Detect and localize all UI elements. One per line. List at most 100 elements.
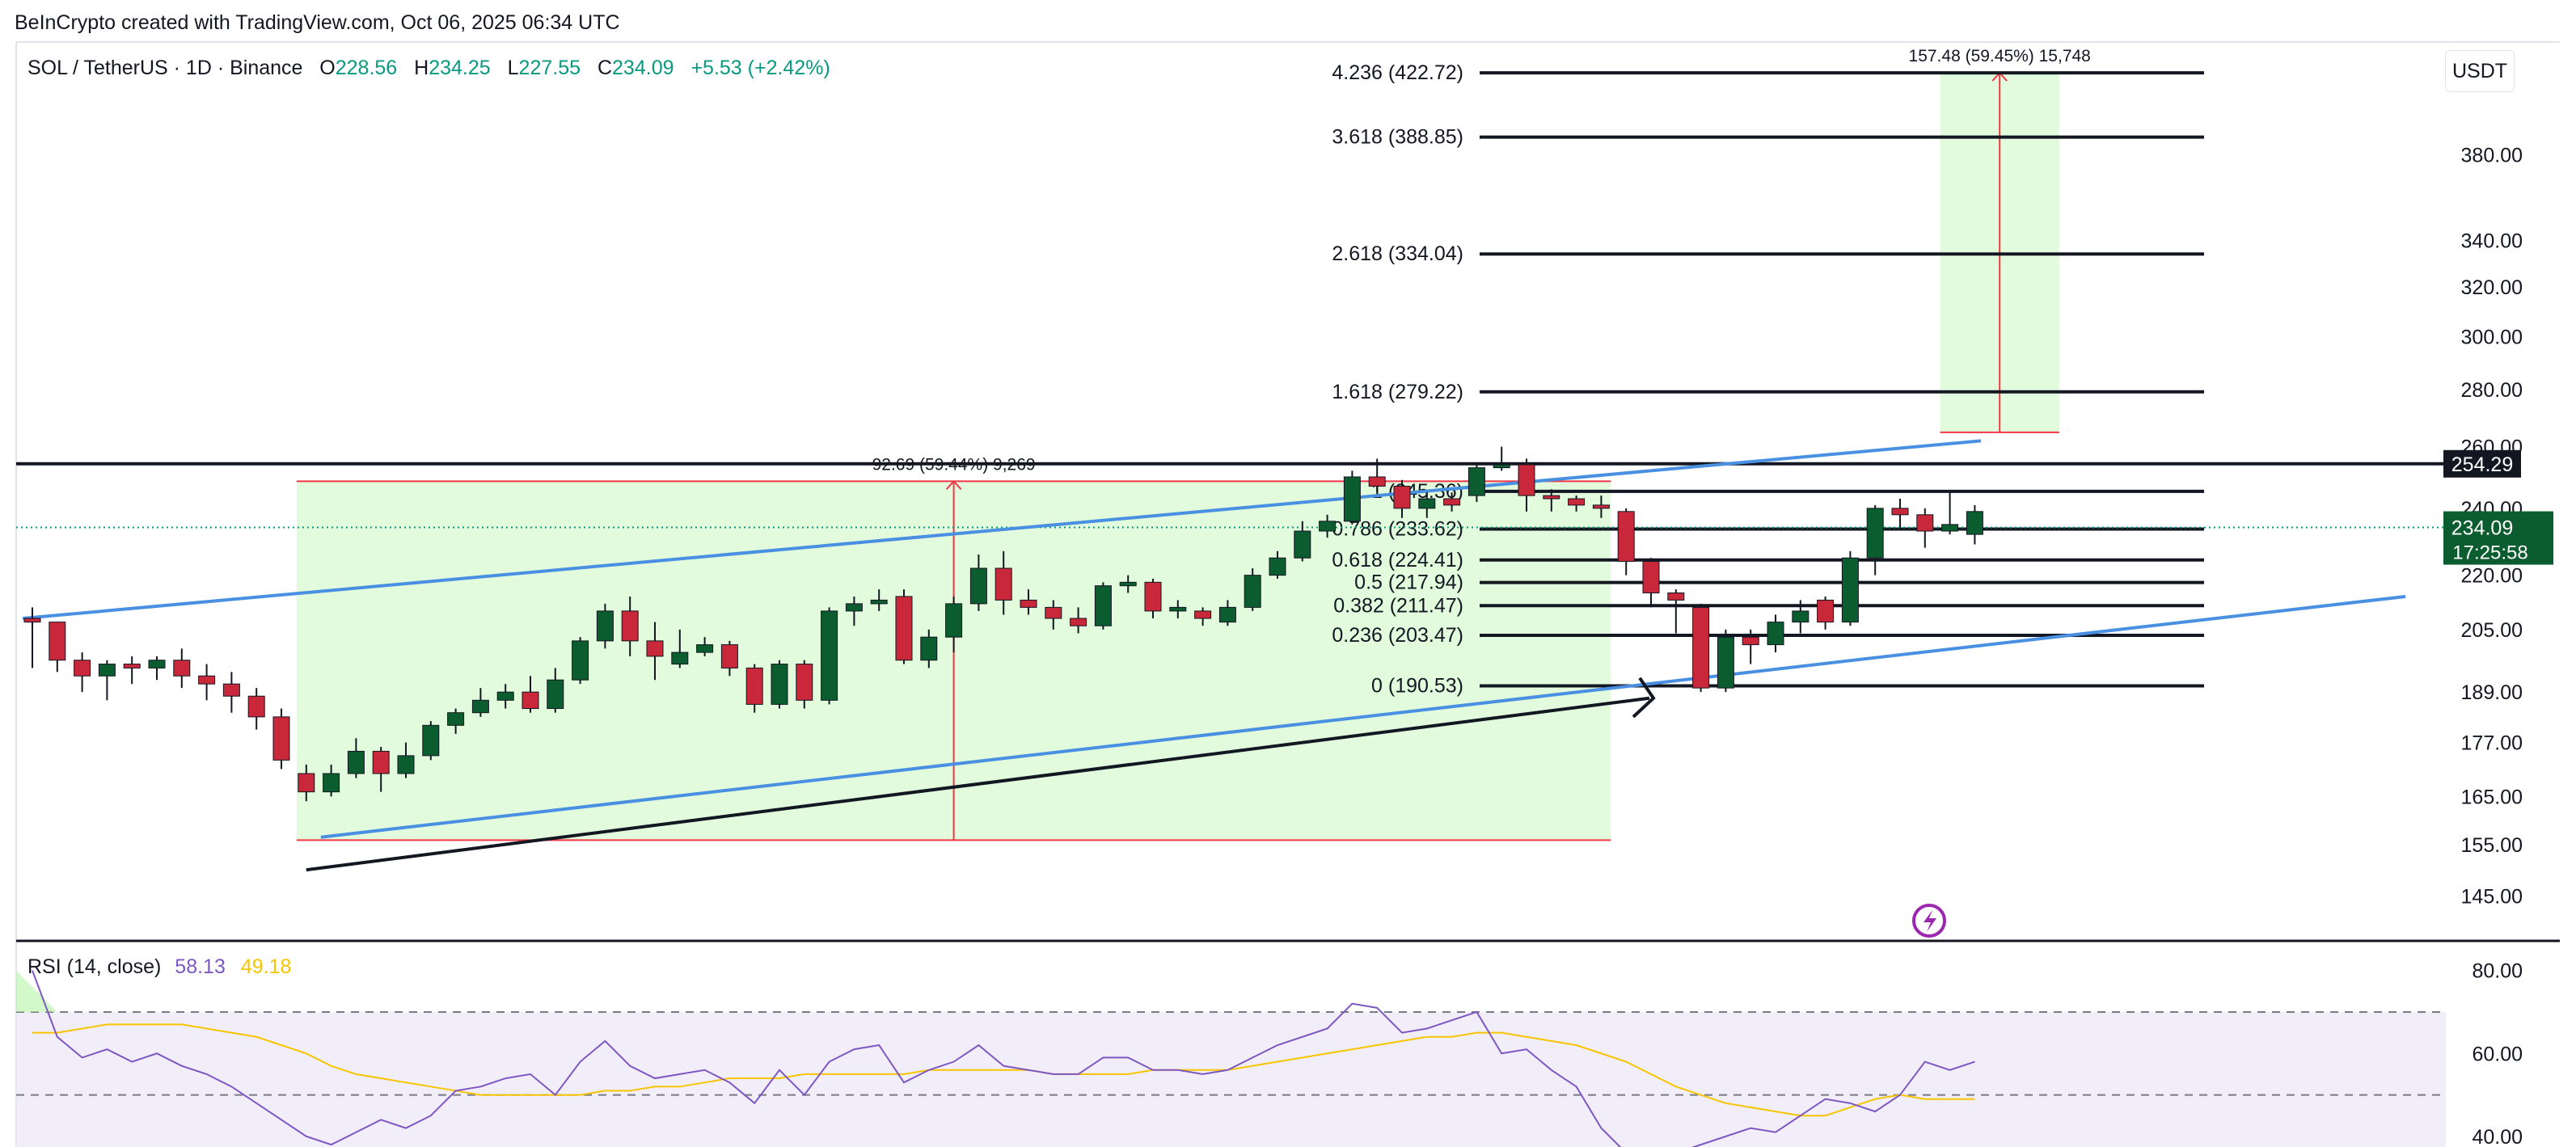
price-tick-label: 155.00 xyxy=(2461,834,2523,857)
change-value: +5.53 (+2.42%) xyxy=(690,57,830,79)
candle-body xyxy=(1543,495,1560,500)
candle-body xyxy=(1368,476,1386,487)
chart-credit: BeInCrypto created with TradingView.com,… xyxy=(15,11,620,34)
candle-body xyxy=(1841,557,1859,623)
fib-label: 2.618 (334.04) xyxy=(1332,242,1463,265)
price-tick-label: 300.00 xyxy=(2461,326,2523,348)
currency-button[interactable]: USDT xyxy=(2445,50,2515,92)
candle-body xyxy=(1294,530,1311,559)
candle-body xyxy=(596,610,614,642)
candle-body xyxy=(1269,557,1286,576)
candle-body xyxy=(671,652,689,665)
bar-countdown: 17:25:58 xyxy=(2452,542,2527,564)
candle-body xyxy=(1343,476,1361,522)
candle-body xyxy=(1568,498,1586,506)
resistance-tag xyxy=(2443,449,2521,478)
rsi-ma-line xyxy=(32,1023,1975,1117)
candle-body xyxy=(1866,508,1884,559)
candle-body xyxy=(447,712,465,726)
lightning-bolt xyxy=(1924,910,1936,932)
fib-label: 0.236 (203.47) xyxy=(1332,624,1463,647)
candle-body xyxy=(969,567,987,605)
candle-body xyxy=(1817,599,1835,623)
current-price-label: 234.09 xyxy=(2451,517,2513,540)
candle-body xyxy=(98,664,116,677)
candle-body xyxy=(1891,508,1909,516)
candle-body xyxy=(1717,636,1734,689)
chart-background xyxy=(15,41,2560,1147)
candle-body xyxy=(49,622,66,661)
candle-body xyxy=(247,695,265,718)
price-tick-label: 205.00 xyxy=(2461,619,2523,642)
candle-body xyxy=(1319,521,1337,532)
candle-body xyxy=(422,724,440,757)
candle-body xyxy=(1493,464,1510,469)
candle-body xyxy=(720,644,738,668)
rsi-pane: 80.00 60.00 40.00 xyxy=(16,960,2523,1147)
candle-body xyxy=(1244,575,1261,608)
candle-body xyxy=(1194,610,1212,619)
rsi-line xyxy=(32,970,1975,1147)
open-value: 228.56 xyxy=(335,57,398,79)
candle-body xyxy=(522,691,539,710)
candle-body xyxy=(821,610,838,701)
price-tick-label: 340.00 xyxy=(2461,230,2523,252)
candle-body xyxy=(1617,511,1635,562)
fib-label: 0.382 (211.47) xyxy=(1333,594,1463,617)
candle-body xyxy=(895,596,913,661)
low-value: 227.55 xyxy=(518,57,581,79)
candle-body xyxy=(1467,467,1485,496)
measure-boxes: 92.69 (59.44%) 9,269157.48 (59.45%) 15,7… xyxy=(296,47,2091,841)
channel-upper-line xyxy=(22,439,1982,621)
symbol-title: SOL / TetherUS · 1D · Binance xyxy=(27,57,303,79)
close-value: 234.09 xyxy=(612,57,674,79)
candle-body xyxy=(148,660,166,668)
candle-body xyxy=(1020,599,1037,608)
candle-body xyxy=(621,610,639,642)
candle-body xyxy=(1692,606,1710,689)
uptrend-arrow-line xyxy=(306,696,1650,872)
candle-body xyxy=(298,773,315,793)
low-label: L xyxy=(507,57,519,79)
candle-body xyxy=(323,773,340,793)
candle-body xyxy=(995,567,1012,601)
candle-body xyxy=(173,660,191,677)
candle-body xyxy=(1966,511,1983,535)
price-tick-label: 280.00 xyxy=(2461,379,2523,402)
price-tick-label: 177.00 xyxy=(2461,732,2523,755)
rsi-title: RSI (14, close) xyxy=(27,955,162,978)
fib-label: 4.236 (422.72) xyxy=(1332,61,1463,84)
rsi-tick-label: 60.00 xyxy=(2472,1043,2523,1065)
resistance-tag-label: 254.29 xyxy=(2451,453,2513,476)
candle-body xyxy=(372,750,390,774)
high-label: H xyxy=(414,57,429,79)
candle-body xyxy=(646,640,664,657)
candle-body xyxy=(696,644,714,653)
uptrend-arrowhead xyxy=(1632,677,1656,719)
candle-body xyxy=(496,691,514,701)
price-tick-label: 145.00 xyxy=(2461,885,2523,908)
measure-arrowhead xyxy=(945,479,962,490)
candle-body xyxy=(1792,610,1810,623)
rsi-overbought-fill xyxy=(16,970,57,1012)
fib-label: 0.618 (224.41) xyxy=(1332,549,1463,571)
candle-body xyxy=(1119,581,1137,587)
candle-body xyxy=(1518,464,1535,496)
fibonacci-levels: 4.236 (422.72) 3.618 (388.85) 2.618 (334.0… xyxy=(16,61,2446,698)
candle-body xyxy=(1667,592,1685,601)
candle-body xyxy=(1070,618,1087,626)
open-label: O xyxy=(319,57,336,79)
candle-body xyxy=(74,660,91,677)
price-tick-label: 165.00 xyxy=(2461,786,2523,808)
rsi-tick-label: 80.00 xyxy=(2472,960,2523,983)
rsi-ma-value: 49.18 xyxy=(240,955,292,978)
candle-body xyxy=(1592,504,1610,509)
candle-body xyxy=(1045,606,1062,619)
rsi-legend: RSI (14, close) 58.13 49.18 xyxy=(27,955,291,979)
candle-body xyxy=(945,603,963,638)
candle-body xyxy=(870,599,888,605)
candle-body xyxy=(397,755,415,774)
candle-body xyxy=(347,750,365,774)
candle-body xyxy=(920,636,938,661)
